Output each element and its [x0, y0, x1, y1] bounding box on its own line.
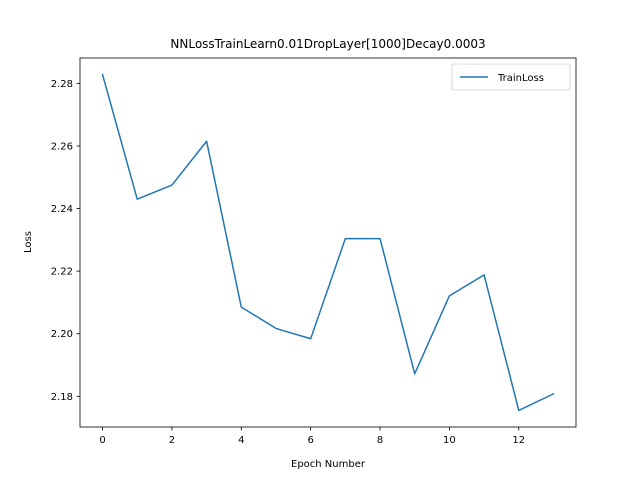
x-tick-label: 2	[169, 435, 175, 446]
x-tick-label: 6	[307, 435, 313, 446]
plot-area	[80, 58, 576, 427]
y-tick-label: 2.24	[51, 204, 73, 215]
x-axis-label: Epoch Number	[291, 459, 366, 470]
y-tick-label: 2.20	[51, 329, 73, 340]
plot-frame	[79, 57, 577, 428]
y-tick-label: 2.18	[51, 392, 73, 403]
y-tick-label: 2.22	[51, 267, 73, 278]
x-tick-label: 0	[99, 435, 105, 446]
x-tick-label: 10	[443, 435, 456, 446]
x-tick-label: 4	[238, 435, 244, 446]
x-tick-label: 12	[512, 435, 525, 446]
y-axis-label: Loss	[23, 231, 34, 253]
x-axis-ticks: 0 2 4 6 8 10 12	[99, 427, 525, 446]
y-tick-label: 2.28	[51, 79, 73, 90]
y-tick-label: 2.26	[51, 141, 73, 152]
legend-label-trainloss: TrainLoss	[497, 73, 544, 84]
y-axis-ticks: 2.18 2.20 2.22 2.24 2.26 2.28	[51, 79, 80, 403]
series-line-trainloss	[101, 73, 555, 412]
legend: TrainLoss	[451, 63, 571, 91]
x-tick-label: 8	[377, 435, 383, 446]
chart-title: NNLossTrainLearn0.01DropLayer[1000]Decay…	[170, 37, 485, 51]
series-layer	[101, 73, 555, 412]
legend-box	[451, 63, 571, 91]
